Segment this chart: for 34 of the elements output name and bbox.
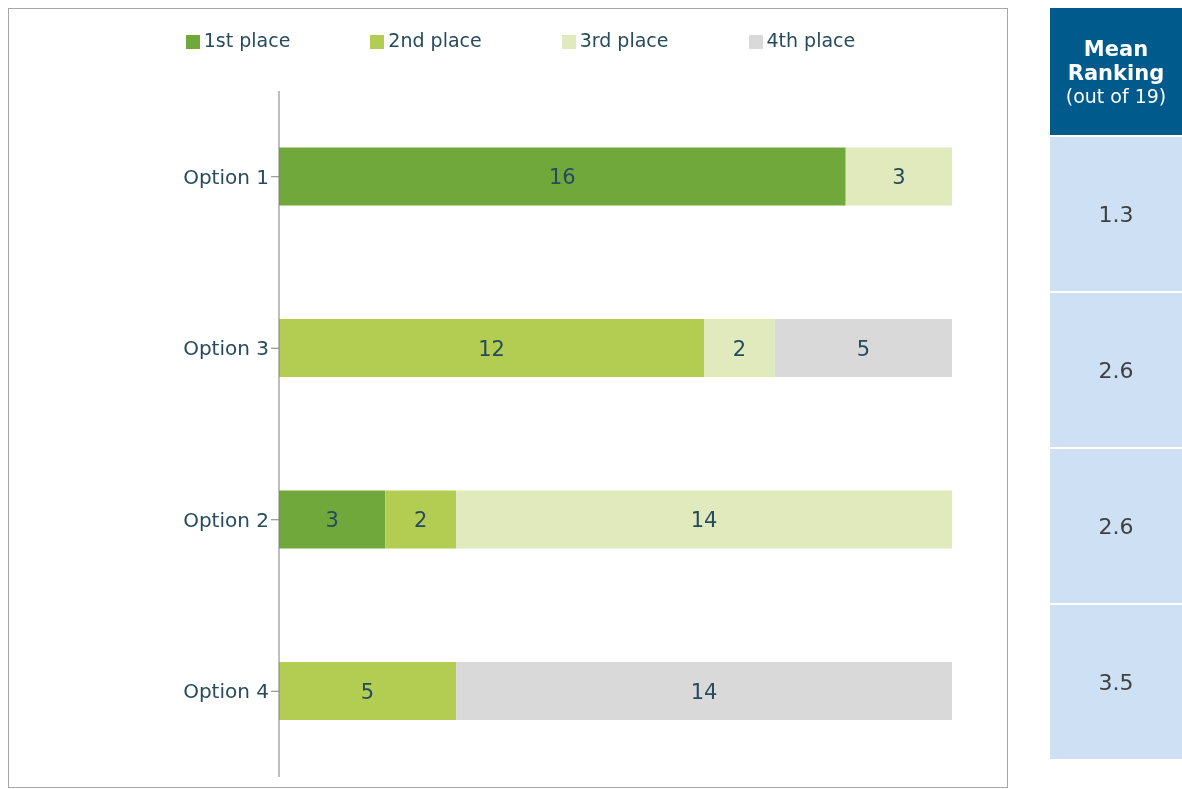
data-label: 14 (690, 679, 718, 704)
y-tick-label: Option 1 (183, 164, 269, 189)
data-label: 2 (414, 508, 428, 533)
data-label: 2 (732, 336, 747, 361)
y-tick-label: Option 2 (183, 507, 269, 532)
legend-label: 1st place (203, 29, 291, 51)
y-tick-label: Option 4 (183, 679, 269, 704)
bar (279, 490, 386, 549)
y-tick-label: Option 3 (183, 336, 269, 361)
text: Mean Ranking (1066, 36, 1166, 85)
bar (456, 662, 952, 721)
text: 2.6 (1050, 449, 1182, 603)
data-label: 14 (690, 508, 718, 533)
legend-label: 2nd place (388, 29, 482, 51)
bar (279, 319, 705, 378)
bar (456, 490, 952, 549)
bar (774, 319, 952, 378)
data-label: 5 (360, 679, 375, 704)
bar (704, 319, 775, 378)
bar (385, 490, 457, 549)
data-label: 3 (892, 165, 906, 190)
bar (845, 147, 952, 206)
data-label: 16 (549, 165, 576, 190)
data-label: 3 (325, 508, 339, 533)
data-label: 12 (478, 336, 505, 361)
bar (279, 147, 846, 206)
data-label: 5 (856, 336, 871, 361)
text: 1.3 (1050, 137, 1182, 291)
bar (279, 662, 457, 721)
legend-label: 3rd place (579, 29, 669, 51)
text: 2.6 (1050, 293, 1182, 447)
text: 3.5 (1050, 605, 1182, 759)
legend-label: 4th place (766, 29, 856, 51)
text: (out of 19) (1064, 84, 1168, 107)
